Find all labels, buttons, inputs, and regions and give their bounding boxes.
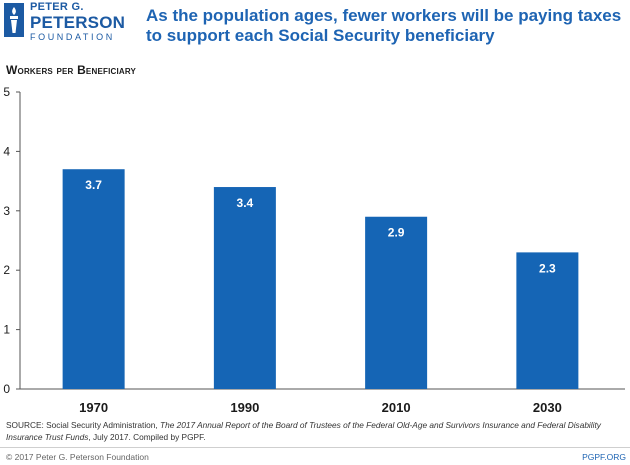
copyright: © 2017 Peter G. Peterson Foundation [6, 452, 149, 462]
headline-line-2: to support each Social Security benefici… [146, 26, 495, 45]
data-label: 2.9 [388, 226, 405, 240]
data-label: 3.4 [237, 196, 254, 210]
y-tick-label: 2 [3, 263, 10, 277]
footer-divider [0, 447, 630, 448]
data-label: 2.3 [539, 261, 556, 275]
logo-line-3: FOUNDATION [30, 32, 115, 42]
y-tick-label: 4 [3, 144, 10, 158]
bar [365, 216, 428, 389]
website-link[interactable]: PGPF.ORG [582, 452, 626, 462]
source-prefix: SOURCE: Social Security Administration, [6, 420, 161, 430]
y-tick-label: 1 [3, 323, 10, 337]
bar [62, 169, 125, 389]
logo: PETER G. PETERSON FOUNDATION [30, 2, 125, 42]
x-tick-label: 1990 [230, 400, 259, 415]
torch-icon [4, 3, 24, 37]
bar [516, 252, 579, 389]
bar-chart: 0 1 2 3 4 5 3.7 1970 3.4 1990 2.9 2010 2.3 2030 [3, 85, 625, 415]
x-tick-label: 2010 [382, 400, 411, 415]
data-label: 3.7 [85, 178, 102, 192]
y-tick-label: 5 [3, 85, 10, 99]
bar [213, 187, 276, 389]
y-axis-title: Workers per Beneficiary [6, 63, 137, 77]
headline-line-1: As the population ages, fewer workers wi… [146, 6, 622, 25]
source-note: SOURCE: Social Security Administration, … [6, 420, 626, 443]
logo-line-1: PETER G. [30, 1, 84, 13]
source-suffix: , July 2017. Compiled by PGPF. [88, 431, 206, 442]
x-tick-label: 2030 [533, 400, 562, 415]
source-report-title: The 2017 Annual Report of the Board of T… [6, 420, 601, 442]
x-tick-label: 1970 [79, 400, 108, 415]
y-tick-label: 0 [3, 382, 10, 396]
logo-line-2: PETERSON [30, 13, 126, 32]
headline: As the population ages, fewer workers wi… [146, 6, 626, 46]
y-tick-label: 3 [3, 204, 10, 218]
